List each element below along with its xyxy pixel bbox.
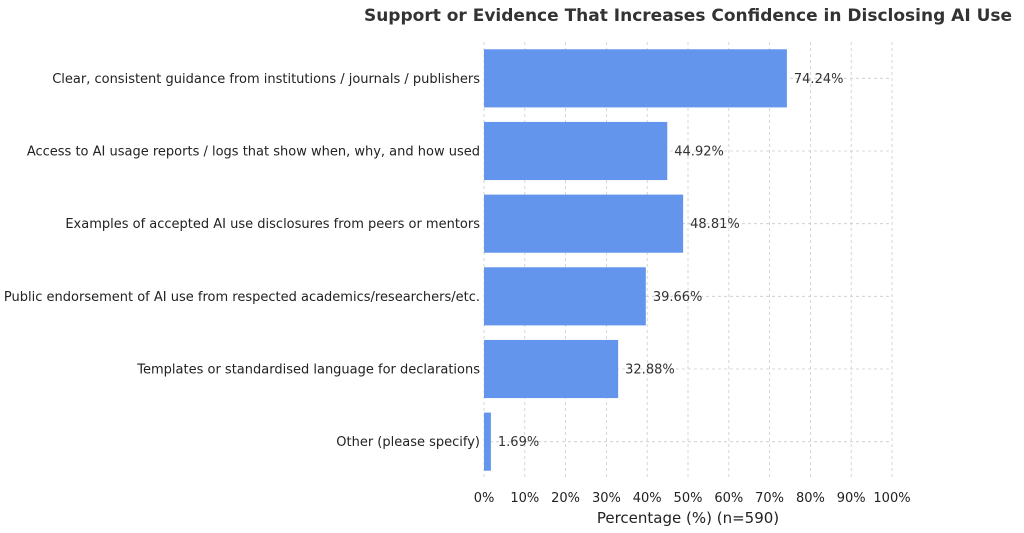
bar [484,412,491,471]
category-labels: Clear, consistent guidance from institut… [4,72,480,450]
category-label: Examples of accepted AI use disclosures … [65,217,480,232]
category-label: Public endorsement of AI use from respec… [4,290,480,305]
bar [484,267,646,326]
x-tick-label: 60% [714,491,743,506]
bar [484,194,684,253]
x-tick-label: 20% [551,491,580,506]
x-tick-labels: 0% 10% 20% 30% 40% 50% 60% 70% 80% 90% 100% [474,491,911,506]
x-tick-label: 80% [796,491,825,506]
x-tick-label: 10% [510,491,539,506]
value-labels: 74.24% 44.92% 48.81% 39.66% 32.88% 1.69% [498,72,844,450]
category-label: Templates or standardised language for d… [136,363,480,378]
x-tick-label: 40% [633,491,662,506]
category-label: Clear, consistent guidance from institut… [52,72,480,87]
category-label: Access to AI usage reports / logs that s… [27,145,480,160]
x-tick-label: 100% [873,491,910,506]
value-label: 1.69% [498,435,539,450]
value-label: 48.81% [690,217,740,232]
bar-layer [484,49,787,471]
x-tick-label: 70% [755,491,784,506]
bar [484,339,619,399]
x-tick-label: 0% [474,491,495,506]
value-label: 39.66% [653,290,703,305]
x-tick-label: 30% [592,491,621,506]
category-label: Other (please specify) [336,435,480,450]
x-tick-label: 90% [837,491,866,506]
bar [484,121,668,181]
x-axis-label: Percentage (%) (n=590) [597,509,779,527]
value-label: 32.88% [625,363,675,378]
value-label: 44.92% [674,145,724,160]
value-label: 74.24% [794,72,844,87]
bar [484,49,787,108]
x-tick-label: 50% [674,491,703,506]
chart-title: Support or Evidence That Increases Confi… [364,6,1012,26]
